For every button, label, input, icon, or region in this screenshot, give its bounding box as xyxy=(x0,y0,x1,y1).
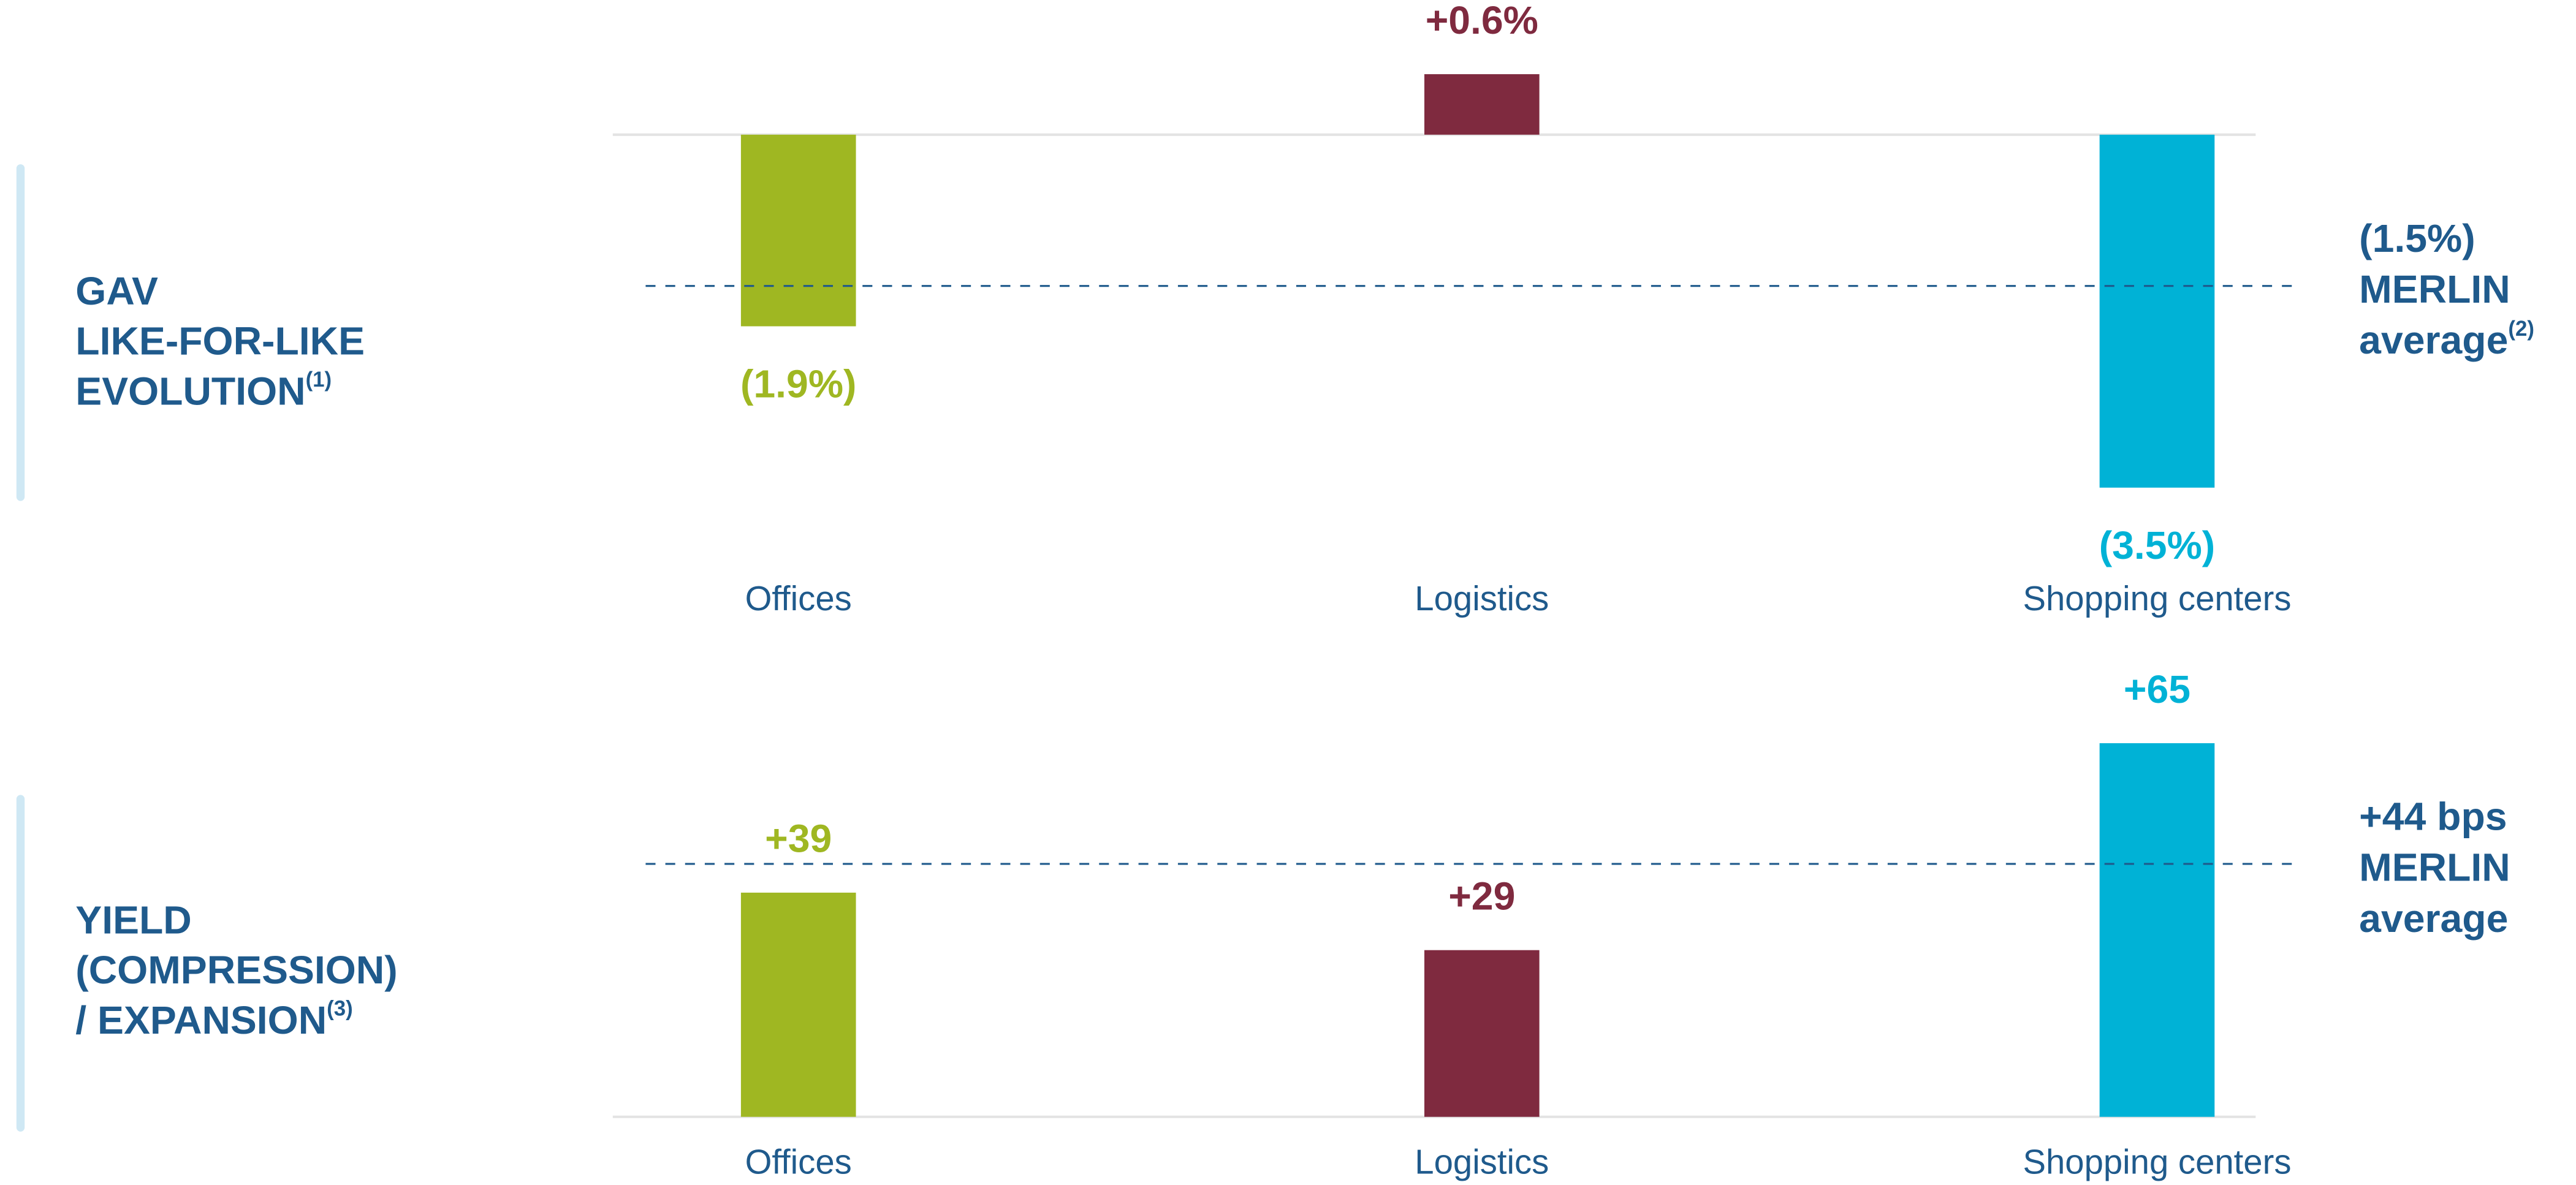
value-label: (3.5%) xyxy=(2099,523,2215,567)
reference-text: average(2) xyxy=(2359,317,2534,362)
category-label: Logistics xyxy=(1415,1142,1549,1181)
title-line: (COMPRESSION) xyxy=(75,948,397,992)
side-accent xyxy=(16,795,25,1132)
bar xyxy=(740,134,856,327)
bar xyxy=(2099,743,2215,1117)
category-label: Offices xyxy=(745,579,852,618)
reference-note: (2) xyxy=(2508,317,2534,341)
bar xyxy=(740,892,856,1117)
title-line: GAV xyxy=(75,269,158,313)
title-note: (3) xyxy=(327,997,353,1021)
category-label: Offices xyxy=(745,1142,852,1181)
bar xyxy=(2099,134,2215,488)
value-label: +29 xyxy=(1448,874,1515,918)
reference-label: (1.5%) xyxy=(2359,216,2475,260)
reference-line-text: MERLIN xyxy=(2359,846,2510,890)
value-label: +39 xyxy=(765,817,832,861)
reference-text: MERLIN xyxy=(2359,267,2510,311)
bar xyxy=(1424,74,1540,135)
title-line: EVOLUTION xyxy=(75,369,305,413)
panel-title: (COMPRESSION) xyxy=(75,948,397,992)
reference-label: +44 bps xyxy=(2359,795,2507,839)
value-label: (1.9%) xyxy=(740,362,856,406)
reference-line-text: average xyxy=(2359,896,2508,941)
reference-text: MERLIN xyxy=(2359,846,2510,890)
value-label: +0.6% xyxy=(1426,0,1538,42)
category-label: Logistics xyxy=(1415,579,1549,618)
category-label: Shopping centers xyxy=(2023,1142,2291,1181)
reference-line-text: average xyxy=(2359,318,2508,362)
title-line: / EXPANSION xyxy=(75,998,327,1042)
reference-text: average xyxy=(2359,896,2508,941)
title-line: LIKE-FOR-LIKE xyxy=(75,319,365,363)
category-label: Shopping centers xyxy=(2023,579,2291,618)
panel-title: / EXPANSION(3) xyxy=(75,997,352,1042)
panel-title: EVOLUTION(1) xyxy=(75,368,332,413)
reference-line-text: MERLIN xyxy=(2359,267,2510,311)
panel-title: YIELD xyxy=(75,898,191,942)
title-note: (1) xyxy=(306,368,332,392)
side-accent xyxy=(16,164,25,501)
title-line: YIELD xyxy=(75,898,191,942)
panel-title: LIKE-FOR-LIKE xyxy=(75,319,365,363)
panel-title: GAV xyxy=(75,269,158,313)
bar xyxy=(1424,950,1540,1117)
value-label: +65 xyxy=(2124,667,2190,711)
